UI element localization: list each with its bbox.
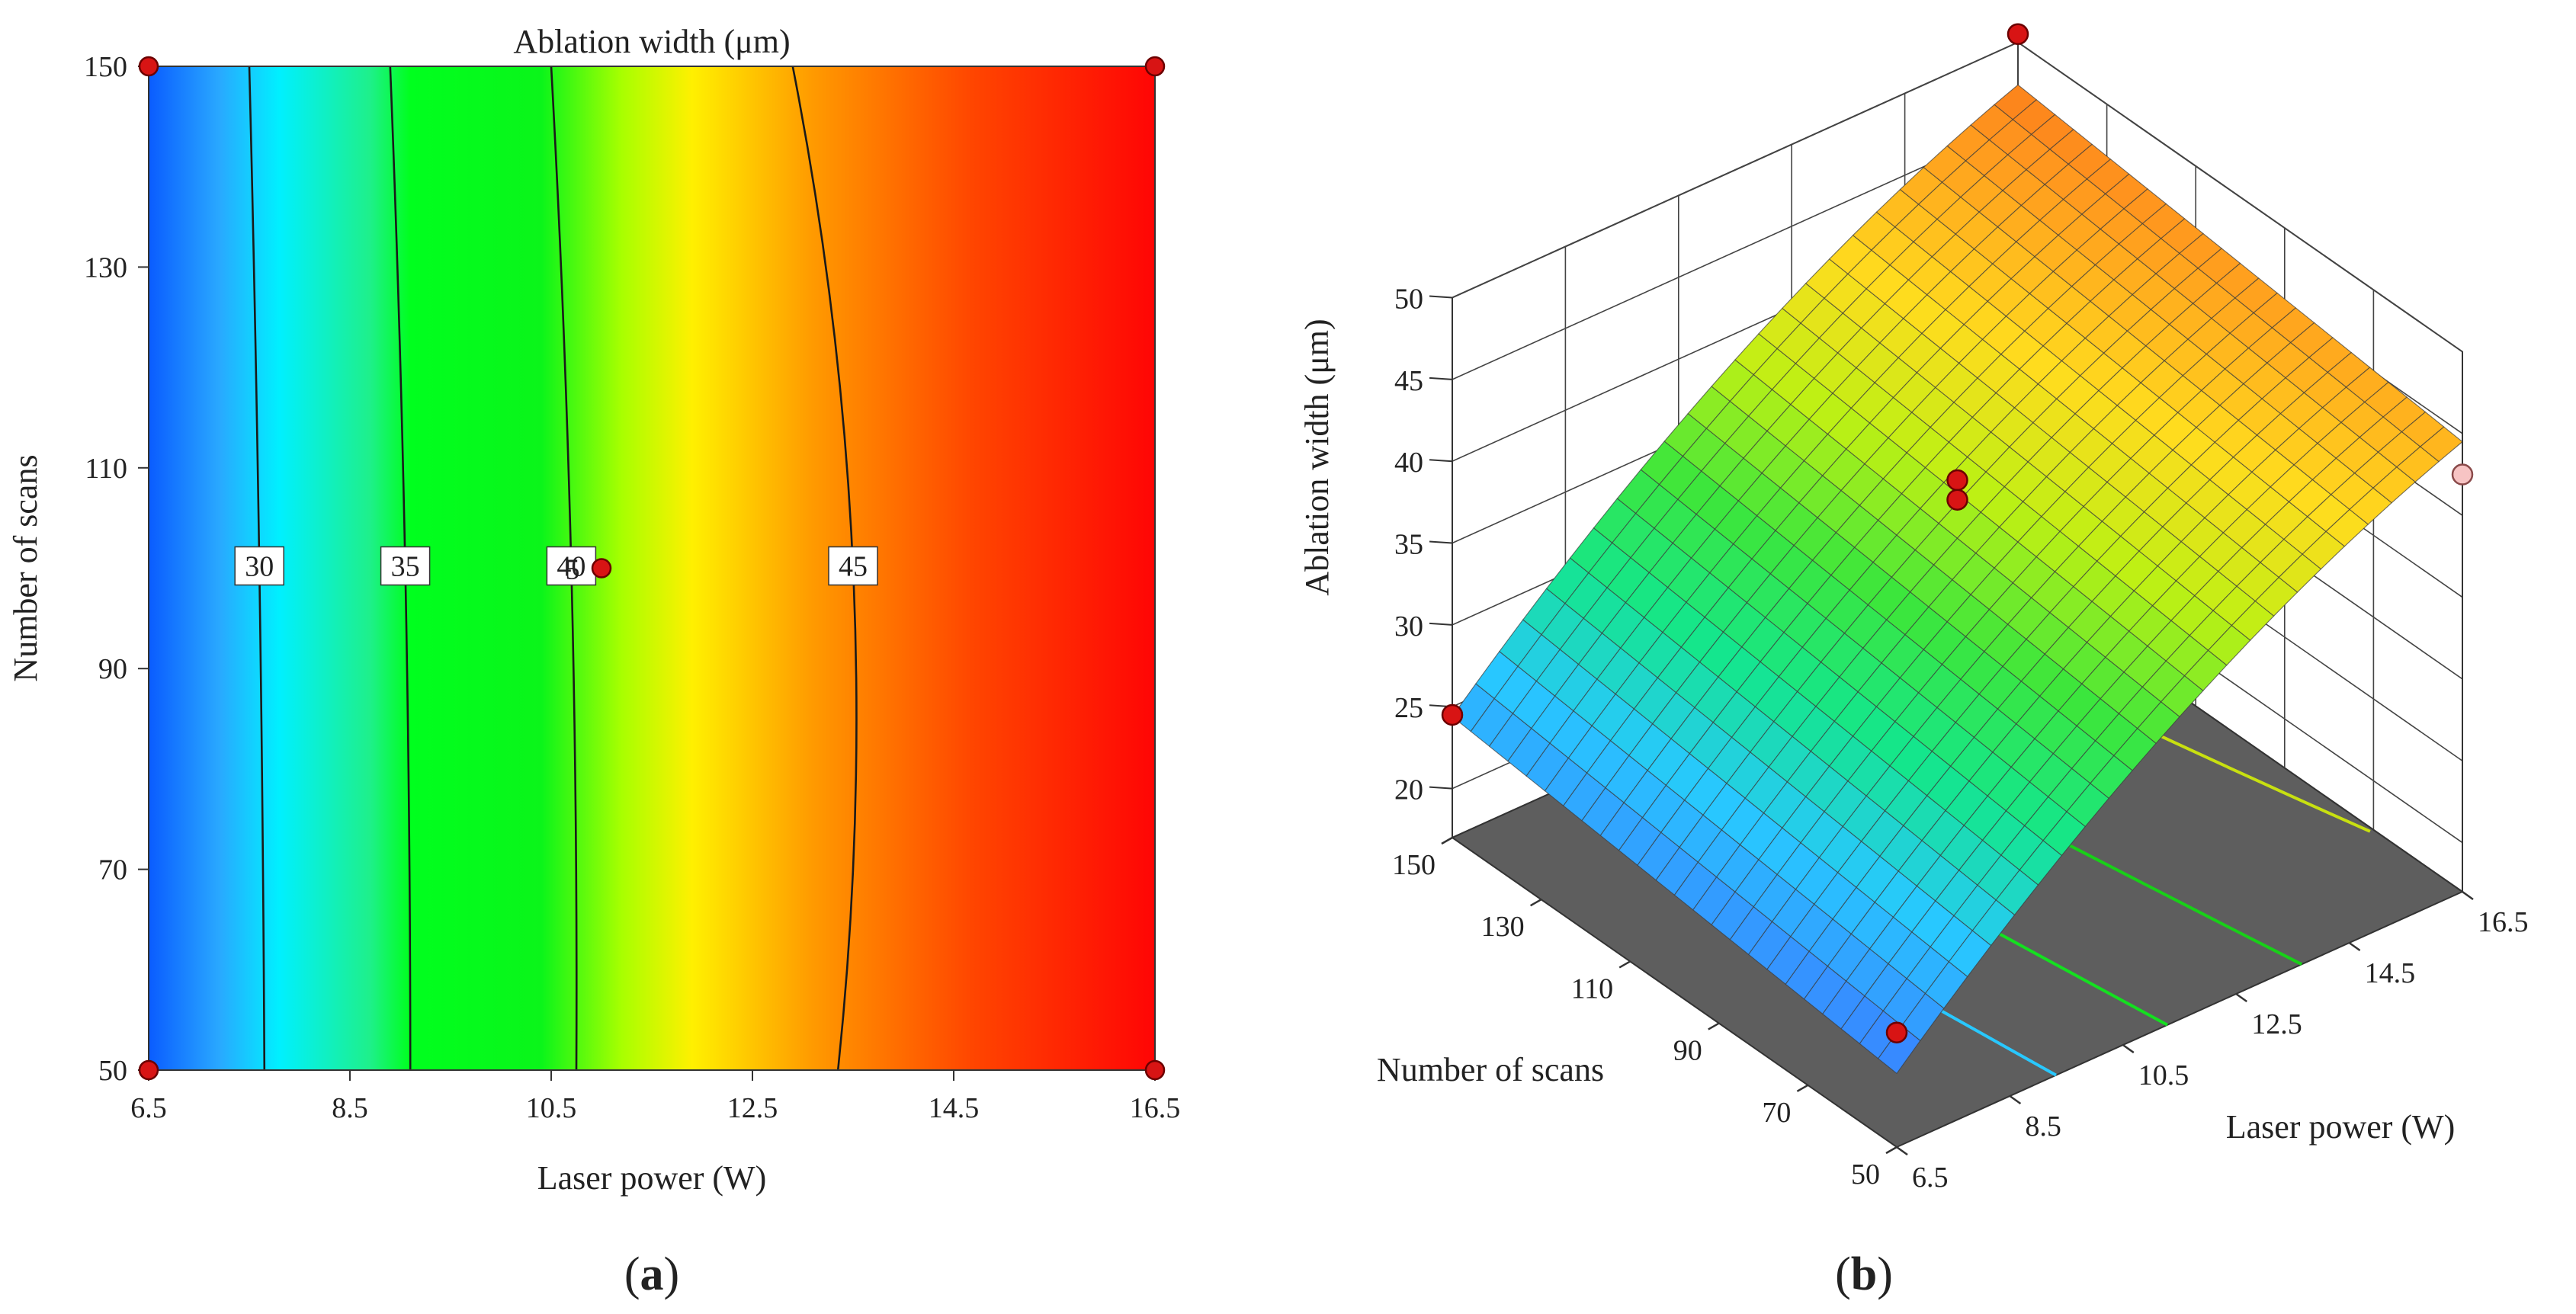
contour-plot-panel: 30 35 40 45 6.5 8.5 10.5 12.5 14.5 16.5 50 70 90 11… bbox=[7, 23, 1180, 1300]
design-points-3d bbox=[1441, 23, 2474, 1043]
panel-letter-a: a bbox=[640, 1248, 664, 1300]
scans-tick-label: 50 bbox=[1851, 1159, 1880, 1191]
scans-tick-label: 110 bbox=[1571, 973, 1614, 1005]
x-axis-label: Laser power (W) bbox=[537, 1159, 767, 1197]
response-surface bbox=[1452, 84, 2463, 1075]
scans-tick-mark bbox=[1441, 836, 1453, 845]
power-tick-label: 10.5 bbox=[2138, 1059, 2189, 1091]
chart-title: Ablation width (μm) bbox=[513, 23, 790, 60]
y-axis-label: Number of scans bbox=[7, 454, 44, 681]
x-tick-label: 6.5 bbox=[130, 1092, 167, 1124]
axis-lines bbox=[1452, 297, 2463, 892]
design-point bbox=[1144, 56, 1166, 77]
design-point bbox=[1441, 703, 1464, 726]
contour-label: 35 bbox=[391, 551, 420, 583]
y-axis-ticks: 50 70 90 110 130 150 bbox=[84, 51, 149, 1087]
scans-tick-mark bbox=[1529, 899, 1542, 907]
power-tick-label: 12.5 bbox=[2251, 1008, 2302, 1040]
z-tick-mark bbox=[1429, 377, 1453, 380]
x-tick-label: 10.5 bbox=[526, 1092, 577, 1124]
surface-plot-panel: 20 25 30 35 40 45 50 6.5 8.5 10.5 12.5 14.5 16.5 50 70… bbox=[1298, 23, 2529, 1300]
scans-tick-label: 70 bbox=[1762, 1097, 1791, 1129]
panel-letter-b: b bbox=[1851, 1248, 1877, 1300]
contour-label-box bbox=[546, 546, 597, 586]
x-axis-ticks: 6.5 8.5 10.5 12.5 14.5 16.5 bbox=[130, 1070, 1180, 1124]
z-tick-mark bbox=[1429, 622, 1453, 626]
design-point bbox=[591, 558, 612, 578]
z-tick-label: 35 bbox=[1394, 529, 1423, 561]
y-tick-label: 130 bbox=[84, 252, 127, 284]
design-point bbox=[1144, 1059, 1166, 1081]
z-tick-label: 40 bbox=[1394, 447, 1423, 479]
scans-axis-label: Number of scans bbox=[1377, 1051, 1604, 1088]
scans-tick-mark bbox=[1885, 1146, 1898, 1155]
power-tick-mark bbox=[2009, 1094, 2022, 1105]
design-point bbox=[2007, 23, 2029, 46]
axis-ticks: 20 25 30 35 40 45 50 6.5 8.5 10.5 12.5 14.5 16.5 50 70… bbox=[1392, 283, 2529, 1194]
x-tick-label: 14.5 bbox=[929, 1092, 980, 1124]
contour-label: 30 bbox=[245, 551, 274, 583]
response-color-field bbox=[149, 66, 1155, 1070]
contour-label-box bbox=[828, 546, 878, 586]
z-tick-label: 50 bbox=[1394, 283, 1423, 315]
z-tick-label: 45 bbox=[1394, 365, 1423, 397]
z-tick-label: 30 bbox=[1394, 611, 1423, 643]
panel-label-b: (b) bbox=[1835, 1248, 1893, 1300]
z-axis-label: Ablation width (μm) bbox=[1298, 319, 1336, 595]
z-tick-mark bbox=[1429, 540, 1453, 544]
scans-tick-label: 150 bbox=[1392, 849, 1436, 881]
power-tick-mark bbox=[2462, 890, 2474, 901]
power-tick-mark bbox=[2348, 941, 2361, 952]
power-tick-label: 16.5 bbox=[2478, 906, 2529, 938]
scans-tick-mark bbox=[1618, 960, 1631, 969]
x-tick-label: 16.5 bbox=[1130, 1092, 1181, 1124]
contour-label-box bbox=[380, 546, 431, 586]
replicate-count-label: 5 bbox=[566, 554, 580, 586]
z-tick-label: 20 bbox=[1394, 774, 1423, 806]
power-tick-label: 14.5 bbox=[2365, 957, 2416, 989]
y-tick-label: 110 bbox=[85, 453, 127, 485]
design-point bbox=[1885, 1021, 1908, 1043]
scans-tick-mark bbox=[1796, 1084, 1809, 1092]
contour-label-box bbox=[234, 546, 284, 586]
x-tick-label: 8.5 bbox=[332, 1092, 368, 1124]
x-tick-label: 12.5 bbox=[727, 1092, 778, 1124]
z-tick-mark bbox=[1429, 786, 1453, 790]
z-tick-mark bbox=[1429, 459, 1453, 463]
plot-frame bbox=[148, 66, 1156, 1071]
contour-label: 45 bbox=[839, 551, 868, 583]
z-tick-label: 25 bbox=[1394, 692, 1423, 724]
panel-label-a: (a) bbox=[624, 1248, 679, 1300]
power-tick-mark bbox=[2122, 1043, 2135, 1054]
contour-lines: 30 35 40 45 bbox=[234, 66, 878, 1071]
scans-tick-label: 130 bbox=[1481, 911, 1525, 943]
y-tick-label: 90 bbox=[98, 653, 127, 685]
power-tick-label: 8.5 bbox=[2025, 1110, 2061, 1143]
design-point bbox=[138, 56, 159, 77]
contour-label: 40 bbox=[557, 551, 585, 583]
design-point bbox=[1946, 469, 1968, 492]
scans-tick-mark bbox=[1708, 1022, 1720, 1030]
design-points: 5 bbox=[138, 56, 1166, 1081]
design-point bbox=[138, 1059, 159, 1081]
laser-power-axis-label: Laser power (W) bbox=[2226, 1108, 2456, 1146]
design-point bbox=[1946, 489, 1968, 511]
scans-tick-label: 90 bbox=[1673, 1035, 1702, 1067]
power-tick-mark bbox=[2235, 992, 2247, 1003]
power-tick-label: 6.5 bbox=[1912, 1162, 1949, 1194]
y-tick-label: 150 bbox=[84, 51, 127, 83]
design-point bbox=[2451, 463, 2474, 486]
y-tick-label: 70 bbox=[98, 854, 127, 886]
power-tick-mark bbox=[1896, 1146, 1908, 1156]
z-tick-mark bbox=[1429, 295, 1453, 299]
y-tick-label: 50 bbox=[98, 1055, 127, 1087]
